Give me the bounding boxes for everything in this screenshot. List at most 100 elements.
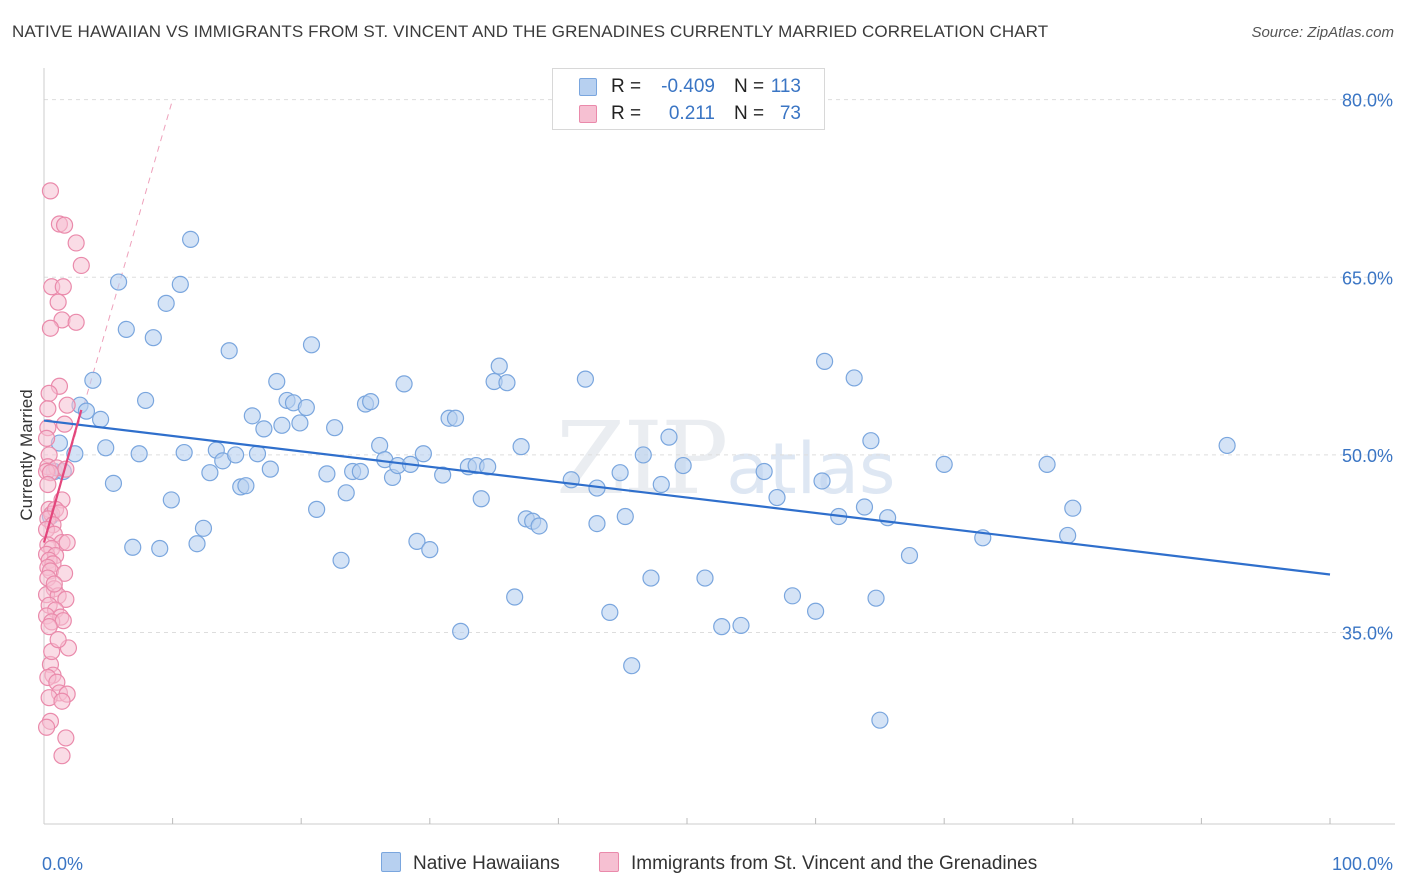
data-point-native-hawaiian <box>755 462 773 481</box>
data-point-native-hawaiian <box>867 589 885 607</box>
data-point-st-vincent <box>58 396 76 414</box>
data-point-native-hawaiian <box>261 460 279 478</box>
data-point-native-hawaiian <box>77 402 96 420</box>
legend-swatch-blue <box>579 78 597 96</box>
data-point-native-hawaiian <box>611 464 629 482</box>
data-point-native-hawaiian <box>248 445 267 463</box>
bottom-legend-native-hawaiians: Native Hawaiians <box>381 852 560 876</box>
data-point-native-hawaiian <box>862 432 880 450</box>
data-point-native-hawaiian <box>157 294 175 312</box>
data-point-st-vincent <box>37 718 56 736</box>
data-point-native-hawaiian <box>124 538 142 556</box>
data-point-native-hawaiian <box>104 474 123 492</box>
legend-n-value: 113 <box>770 76 801 97</box>
data-point-native-hawaiian <box>302 336 321 354</box>
data-point-native-hawaiian <box>97 439 115 457</box>
data-point-st-vincent <box>53 747 71 765</box>
data-point-native-hawaiian <box>171 275 189 294</box>
data-point-native-hawaiian <box>1059 526 1077 545</box>
data-point-native-hawaiian <box>434 466 452 484</box>
source-label: Source: ZipAtlas.com <box>1251 24 1394 41</box>
data-point-native-hawaiian <box>616 507 634 526</box>
data-point-native-hawaiian <box>660 428 678 446</box>
data-point-native-hawaiian <box>194 519 213 537</box>
trend-line-native-hawaiians <box>43 419 1331 576</box>
data-point-st-vincent <box>54 278 72 296</box>
legend-n-label: N = <box>734 76 765 97</box>
data-point-st-vincent <box>67 234 85 252</box>
data-point-native-hawaiian <box>84 371 102 389</box>
legend-swatch-pink <box>579 105 597 123</box>
data-point-native-hawaiian <box>696 569 714 587</box>
data-point-native-hawaiian <box>227 446 245 464</box>
data-point-native-hawaiian <box>351 462 369 481</box>
correlation-legend: R = -0.409 N = 113 R = 0.211 N = 73 <box>552 68 825 130</box>
data-point-native-hawaiian <box>855 498 874 516</box>
data-point-native-hawaiian <box>297 398 315 417</box>
data-point-st-vincent <box>40 618 58 636</box>
data-point-native-hawaiian <box>188 535 206 553</box>
data-point-native-hawaiian <box>674 456 692 475</box>
data-point-native-hawaiian <box>220 342 238 360</box>
data-point-native-hawaiian <box>768 488 786 507</box>
data-point-native-hawaiian <box>530 517 548 535</box>
data-point-native-hawaiian <box>237 477 255 495</box>
data-point-native-hawaiian <box>117 320 135 339</box>
data-point-native-hawaiian <box>421 541 439 559</box>
legend-r-label: R = <box>611 103 642 124</box>
data-point-native-hawaiian <box>472 490 490 508</box>
y-tick-label: 80.0% <box>1342 91 1393 111</box>
data-point-st-vincent <box>40 384 58 402</box>
data-point-native-hawaiian <box>446 409 465 427</box>
data-point-native-hawaiian <box>783 587 802 605</box>
data-point-st-vincent <box>39 475 57 494</box>
data-point-st-vincent <box>67 313 85 331</box>
data-point-native-hawaiian <box>308 500 326 518</box>
data-point-st-vincent <box>41 319 60 337</box>
data-point-native-hawaiian <box>935 455 953 473</box>
legend-n-value: 73 <box>779 103 801 124</box>
legend-r-value: -0.409 <box>661 76 715 97</box>
x-tick-label: 0.0% <box>42 854 83 874</box>
data-point-native-hawaiian <box>162 491 180 509</box>
data-point-native-hawaiian <box>652 475 670 494</box>
x-tick-label: 100.0% <box>1332 854 1393 874</box>
data-point-st-vincent <box>72 256 90 275</box>
data-point-native-hawaiian <box>273 416 291 434</box>
data-point-native-hawaiian <box>326 419 344 437</box>
data-point-st-vincent <box>57 729 75 747</box>
data-point-native-hawaiian <box>634 446 652 464</box>
bottom-legend-swatch-blue <box>381 852 401 872</box>
data-point-native-hawaiian <box>871 711 889 729</box>
data-point-st-vincent <box>37 429 56 447</box>
data-point-st-vincent <box>58 533 76 552</box>
data-point-native-hawaiian <box>182 230 200 249</box>
data-point-native-hawaiian <box>201 464 219 482</box>
data-point-native-hawaiian <box>506 588 524 606</box>
data-point-native-hawaiian <box>91 410 110 428</box>
data-point-native-hawaiian <box>243 407 261 425</box>
data-point-native-hawaiian <box>588 514 606 533</box>
data-point-native-hawaiian <box>1038 455 1056 473</box>
data-point-native-hawaiian <box>498 374 516 392</box>
data-point-st-vincent <box>53 692 71 710</box>
data-point-native-hawaiian <box>1064 499 1082 517</box>
data-point-native-hawaiian <box>816 352 834 370</box>
data-point-native-hawaiian <box>255 420 273 438</box>
legend-r-label: R = <box>611 76 642 97</box>
data-point-native-hawaiian <box>337 484 355 502</box>
data-point-native-hawaiian <box>371 436 389 455</box>
data-point-native-hawaiian <box>151 539 169 558</box>
legend-row-native-hawaiians: R = -0.409 N = 113 <box>553 74 824 100</box>
data-point-st-vincent <box>55 564 74 582</box>
data-point-st-vincent <box>45 575 63 593</box>
data-point-st-vincent <box>57 590 75 608</box>
data-point-native-hawaiian <box>806 602 825 620</box>
data-point-native-hawaiian <box>713 618 731 636</box>
y-tick-label: 65.0% <box>1342 268 1393 288</box>
data-point-native-hawaiian <box>318 465 336 483</box>
y-tick-label: 35.0% <box>1342 624 1393 644</box>
data-point-native-hawaiian <box>642 569 660 587</box>
data-point-native-hawaiian <box>900 546 919 565</box>
trend-line-st-vincent <box>42 409 83 543</box>
